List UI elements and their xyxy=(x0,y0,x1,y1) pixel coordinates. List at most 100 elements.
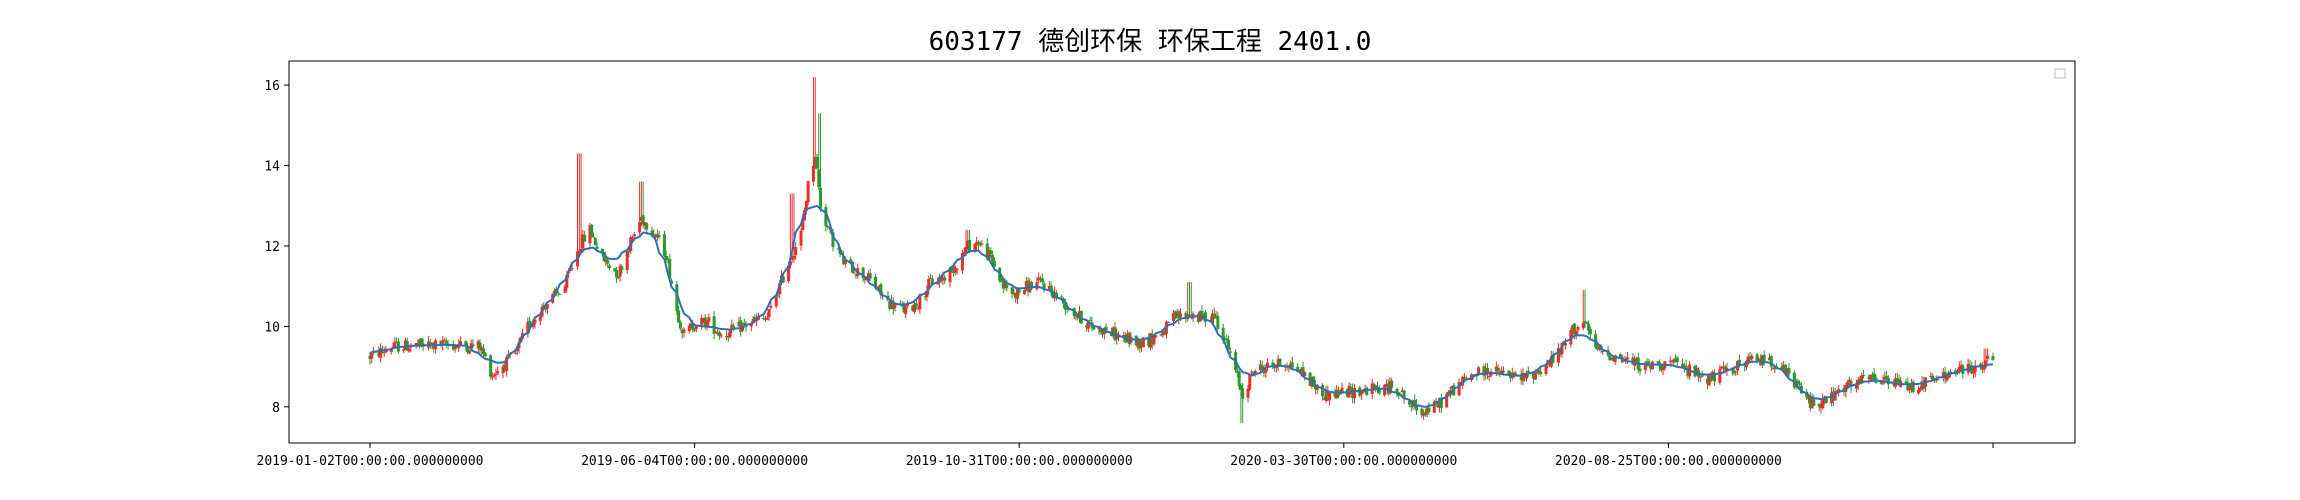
candle-down xyxy=(1482,366,1486,376)
candle-down xyxy=(817,169,821,188)
candle-down xyxy=(1608,356,1612,361)
candle-down xyxy=(1585,321,1589,324)
candle-up xyxy=(1148,333,1152,348)
candle-up xyxy=(563,286,567,293)
candle-up xyxy=(1141,337,1145,348)
candle-up xyxy=(418,339,422,346)
candle-up xyxy=(964,246,968,254)
candle-up xyxy=(1274,365,1278,368)
candle-up xyxy=(1711,371,1715,380)
candle-up xyxy=(453,345,457,349)
candle-down xyxy=(1948,371,1952,373)
candle-up xyxy=(707,317,711,322)
candle-up xyxy=(1668,360,1672,362)
candle-up xyxy=(1773,367,1777,370)
candle-up xyxy=(639,217,643,221)
candle-up xyxy=(1074,316,1078,318)
candle-up xyxy=(1140,345,1144,348)
candle-up xyxy=(414,343,418,346)
candle-up xyxy=(1328,391,1332,401)
candle-up xyxy=(927,279,931,290)
candle-up xyxy=(1634,359,1638,361)
candle-down xyxy=(1922,380,1926,389)
candle-up xyxy=(714,331,718,333)
candle-down xyxy=(1526,370,1530,373)
candle-up xyxy=(1856,379,1860,385)
candle-down xyxy=(1005,284,1009,289)
candle-down xyxy=(1780,366,1784,370)
candle-up xyxy=(764,318,768,320)
candle-down xyxy=(1684,365,1688,367)
candle-up xyxy=(918,294,922,310)
candle-down xyxy=(943,277,947,281)
candle-down xyxy=(1858,378,1862,383)
candle-down xyxy=(1173,311,1177,319)
candle-down xyxy=(1092,326,1096,330)
candle-down xyxy=(432,344,436,349)
candle-up xyxy=(1576,327,1580,331)
candle-up xyxy=(751,318,755,323)
candle-down xyxy=(1817,403,1821,407)
candle-down xyxy=(1251,371,1255,374)
candle-down xyxy=(1670,360,1674,362)
candle-up xyxy=(1847,379,1851,384)
candle-down xyxy=(1227,339,1231,350)
candle-down xyxy=(439,340,443,346)
candle-down xyxy=(1906,382,1910,391)
candle-down xyxy=(824,207,828,227)
candle-down xyxy=(1523,374,1527,378)
candle-down xyxy=(980,243,984,245)
candle-down xyxy=(1101,331,1105,335)
candle-down xyxy=(1260,366,1264,368)
candle-up xyxy=(1597,346,1601,349)
candle-down xyxy=(753,317,757,320)
candle-up xyxy=(767,309,771,318)
candle-up xyxy=(701,318,705,320)
candle-down xyxy=(1473,374,1477,376)
candle-down xyxy=(923,296,927,298)
candle-up xyxy=(382,352,386,354)
candle-down xyxy=(1507,370,1511,375)
candle-down xyxy=(600,248,604,253)
candle-up xyxy=(1258,364,1262,371)
candle-up xyxy=(1936,379,1940,381)
candle-down xyxy=(1376,386,1380,388)
candle-down xyxy=(1539,371,1543,375)
candle-up xyxy=(827,227,831,229)
candle-up xyxy=(1012,292,1016,295)
x-tick-label: 2019-10-31T00:00:00.000000000 xyxy=(906,454,1133,469)
candle-down xyxy=(528,320,532,329)
candle-up xyxy=(1425,408,1429,414)
candle-down xyxy=(1147,337,1151,346)
candle-down xyxy=(1104,326,1108,333)
candle-down xyxy=(1134,335,1138,346)
candle-down xyxy=(1991,356,1995,361)
candle-down xyxy=(976,241,980,246)
candle-down xyxy=(662,234,666,256)
candle-down xyxy=(595,246,599,249)
candle-up xyxy=(1771,368,1775,370)
candle-up xyxy=(1720,366,1724,369)
candle-down xyxy=(395,341,399,343)
legend-box xyxy=(2054,68,2066,79)
candle-down xyxy=(868,273,872,279)
candle-up xyxy=(1959,364,1963,369)
candle-up xyxy=(893,303,897,308)
candle-up xyxy=(632,234,636,237)
candle-down xyxy=(819,187,823,209)
candle-down xyxy=(1824,396,1828,404)
candle-down xyxy=(416,343,420,346)
candle-down xyxy=(483,353,487,357)
candle-down xyxy=(1713,372,1717,382)
candle-down xyxy=(1759,359,1763,366)
candle-up xyxy=(1544,365,1548,374)
candle-up xyxy=(1819,406,1823,408)
candle-up xyxy=(700,318,704,325)
candle-down xyxy=(680,330,684,334)
candle-down xyxy=(1879,381,1883,384)
candle-up xyxy=(1400,390,1404,393)
candle-up xyxy=(719,335,723,337)
candle-down xyxy=(1040,278,1044,283)
candle-up xyxy=(1047,286,1051,290)
candle-down xyxy=(678,322,682,329)
